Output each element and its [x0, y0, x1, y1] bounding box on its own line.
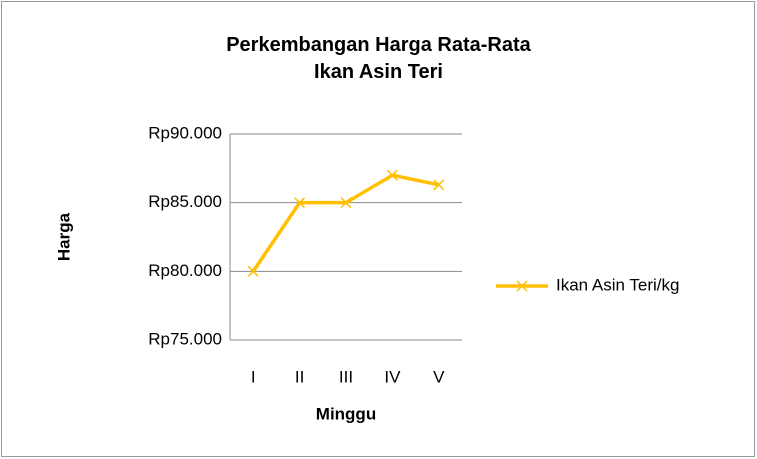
y-tick-label: Rp75.000	[148, 329, 222, 348]
legend-label: Ikan Asin Teri/kg	[556, 275, 679, 294]
x-tick-label: II	[295, 367, 304, 386]
y-tick-label: Rp90.000	[148, 123, 222, 142]
x-tick-label: IV	[384, 367, 401, 386]
x-tick-label: I	[251, 367, 256, 386]
chart-title: Perkembangan Harga Rata-Rata Ikan Asin T…	[226, 34, 531, 83]
x-axis-title: Minggu	[316, 404, 376, 423]
data-point	[294, 197, 306, 209]
y-tick-label: Rp85.000	[148, 192, 222, 211]
x-tick-label: V	[433, 367, 445, 386]
data-point	[247, 265, 259, 277]
y-axis-title: Harga	[54, 212, 73, 261]
legend-marker	[516, 280, 528, 292]
data-point	[386, 169, 398, 181]
x-tick-label: III	[339, 367, 353, 386]
data-point	[433, 179, 445, 191]
y-tick-label: Rp80.000	[148, 261, 222, 280]
data-point	[340, 197, 352, 209]
